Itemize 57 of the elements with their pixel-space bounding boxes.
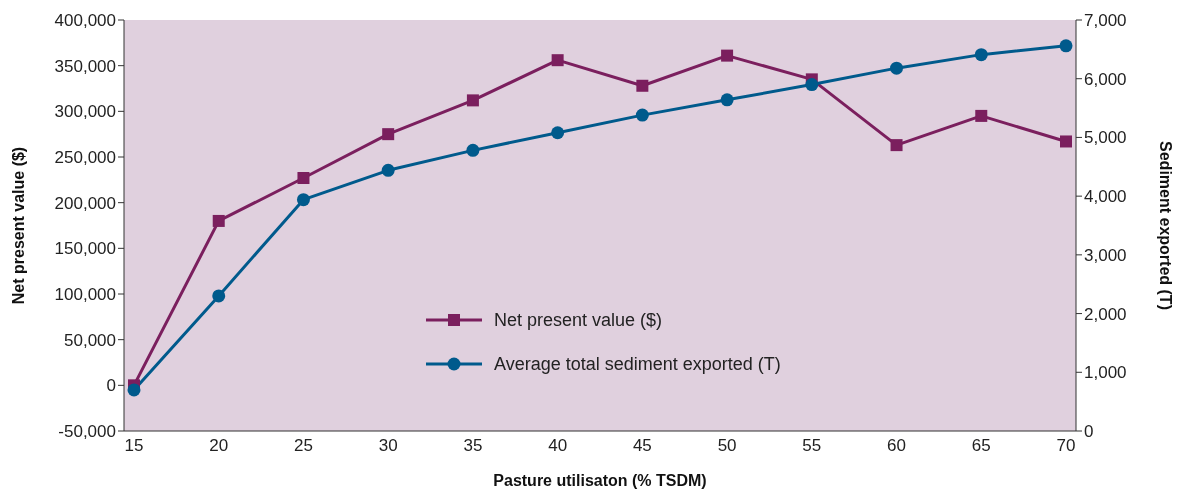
point	[212, 214, 225, 227]
x-tick-label: 50	[717, 436, 737, 456]
point	[635, 108, 649, 122]
point	[551, 54, 564, 67]
x-tick-label: 60	[887, 436, 907, 456]
point	[890, 139, 903, 152]
point	[720, 93, 734, 107]
x-tick-label: 40	[548, 436, 568, 456]
y2-tick-label: 6,000	[1084, 69, 1127, 89]
y-tick-label: 150,000	[54, 239, 116, 259]
x-tick-label: 30	[378, 436, 398, 456]
legend-label: Average total sediment exported (T)	[494, 353, 781, 376]
y-tick-label: 400,000	[54, 11, 116, 31]
point	[381, 163, 395, 177]
y-tick-label: -50,000	[58, 422, 116, 442]
point	[127, 383, 141, 397]
x-tick-label: 20	[209, 436, 229, 456]
point	[975, 109, 988, 122]
x-tick-label: 55	[802, 436, 822, 456]
y2-tick-label: 1,000	[1084, 363, 1127, 383]
point	[297, 172, 310, 185]
point	[1059, 39, 1073, 53]
point	[1060, 135, 1072, 148]
y2-tick-label: 0	[1084, 422, 1094, 442]
point	[296, 193, 310, 207]
point	[805, 78, 819, 92]
legend-label: Net present value ($)	[494, 309, 663, 332]
point	[551, 126, 565, 140]
x-tick-label: 25	[293, 436, 313, 456]
y-tick-label: 0	[106, 376, 116, 396]
y2-tick-label: 5,000	[1084, 128, 1127, 148]
y2-tick-label: 7,000	[1084, 11, 1127, 31]
y-tick-label: 250,000	[54, 148, 116, 168]
x-tick-label: 65	[971, 436, 991, 456]
y-tick-label: 350,000	[54, 56, 116, 76]
x-tick-label: 35	[463, 436, 483, 456]
x-axis-title: Pasture utilisaton (% TSDM)	[493, 472, 707, 489]
point	[636, 79, 649, 92]
y2-tick-label: 4,000	[1084, 187, 1127, 207]
point	[212, 289, 226, 303]
y2-tick-label: 2,000	[1084, 304, 1127, 324]
point	[890, 61, 904, 75]
point	[721, 49, 734, 62]
y-tick-label: 200,000	[54, 193, 116, 213]
y2-axis-title: Sediment exported (T)	[1157, 141, 1175, 310]
y-tick-label: 50,000	[64, 330, 116, 350]
y2-tick-label: 3,000	[1084, 245, 1127, 265]
y-tick-label: 100,000	[54, 285, 116, 305]
x-tick-label: 15	[124, 436, 144, 456]
point	[974, 48, 988, 62]
point	[382, 128, 395, 141]
y-tick-label: 300,000	[54, 102, 116, 122]
point	[466, 143, 480, 157]
point	[466, 94, 479, 107]
x-tick-label: 70	[1056, 436, 1076, 456]
y-axis-title: Net present value ($)	[9, 146, 27, 305]
x-tick-label: 45	[632, 436, 652, 456]
